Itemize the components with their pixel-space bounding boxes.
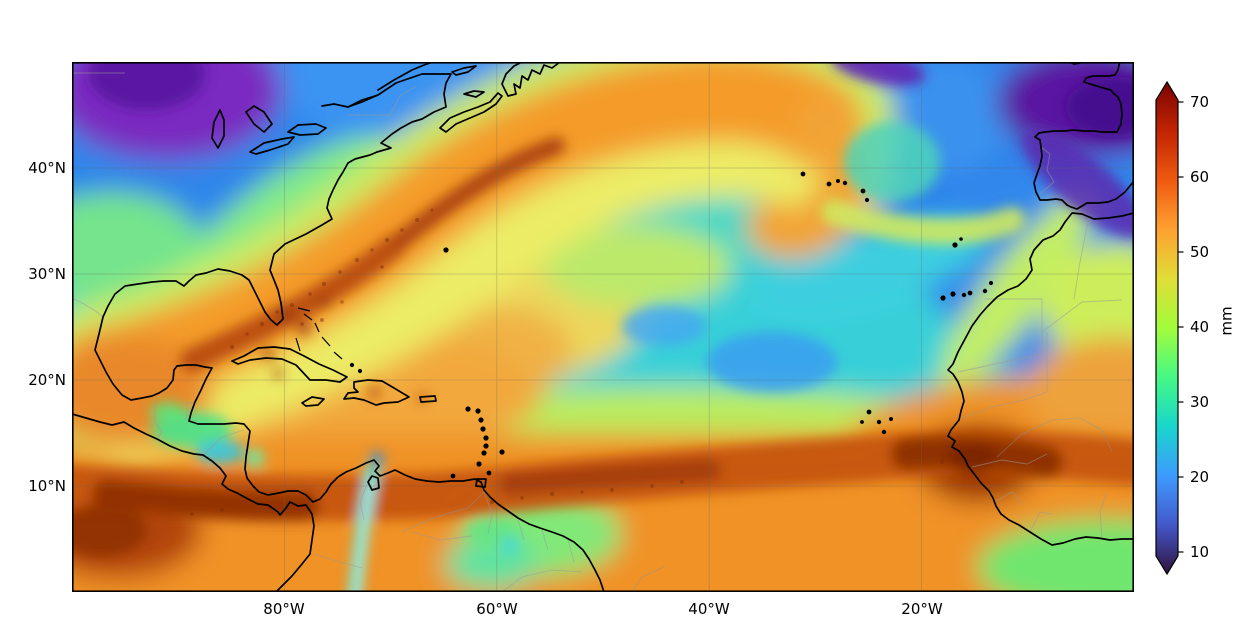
colorbar-tick-marks xyxy=(1178,101,1184,553)
cb-tick-40: 40 xyxy=(1190,318,1210,336)
islands xyxy=(295,171,994,479)
map-panel xyxy=(72,62,1134,592)
rivers xyxy=(401,417,1113,592)
map-frame xyxy=(72,62,1134,592)
cb-tick-60: 60 xyxy=(1190,168,1210,186)
colorbar-unit-label: mm xyxy=(1217,306,1236,336)
map-canvas xyxy=(72,62,1134,592)
colorbar xyxy=(1155,80,1184,576)
cb-tick-10: 10 xyxy=(1190,543,1210,561)
cb-tick-50: 50 xyxy=(1190,243,1210,261)
lon-tick-40w: 40°W xyxy=(688,600,730,618)
cb-tick-20: 20 xyxy=(1190,468,1210,486)
lat-tick-10n: 10°N xyxy=(28,477,66,495)
lon-tick-60w: 60°W xyxy=(476,600,518,618)
convective-speckles xyxy=(190,208,985,516)
lon-tick-80w: 80°W xyxy=(263,600,305,618)
graticule xyxy=(72,62,1134,592)
cb-tick-70: 70 xyxy=(1190,93,1210,111)
lon-tick-20w: 20°W xyxy=(901,600,943,618)
colorbar-bar xyxy=(1155,80,1179,576)
country-borders xyxy=(72,72,1123,569)
tpw-field-base xyxy=(72,62,1134,592)
cb-tick-30: 30 xyxy=(1190,393,1210,411)
tpw-field-detail xyxy=(72,62,1134,592)
coastlines xyxy=(72,62,1134,592)
lat-tick-20n: 20°N xyxy=(28,371,66,389)
lat-tick-40n: 40°N xyxy=(28,159,66,177)
lat-tick-30n: 30°N xyxy=(28,265,66,283)
